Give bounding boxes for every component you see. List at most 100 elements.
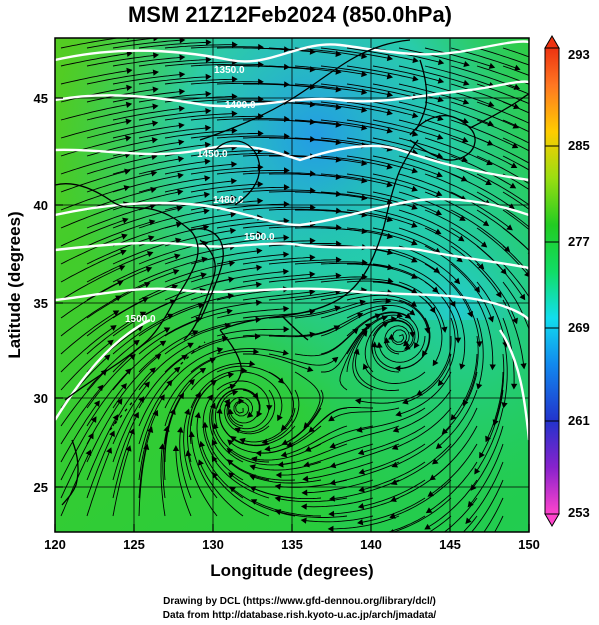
streamline-arrowhead [482, 220, 490, 227]
streamline [441, 371, 478, 435]
streamline-arrowhead [437, 96, 444, 103]
streamline-arrowhead [256, 264, 263, 271]
streamline-arrowhead [123, 185, 130, 192]
streamline-arrowhead [487, 315, 494, 323]
streamline-arrowhead [246, 411, 254, 418]
streamline [86, 105, 158, 121]
streamline-arrowhead [249, 486, 257, 492]
streamline-arrowhead [274, 483, 281, 490]
streamline [320, 314, 381, 355]
contour-label: 1500.0 [125, 314, 156, 325]
wind-streamlines [60, 38, 545, 532]
streamline [249, 475, 322, 484]
streamline-arrowhead [540, 67, 545, 72]
x-tick-label: 125 [123, 537, 145, 552]
streamline-arrowhead [212, 422, 219, 430]
streamline-arrowhead [171, 284, 179, 291]
streamline-arrowhead [154, 353, 162, 360]
streamline [502, 137, 529, 152]
streamline-arrowhead [335, 240, 342, 247]
streamline [164, 368, 206, 427]
streamline [138, 394, 165, 463]
streamline [86, 171, 157, 193]
streamline [219, 408, 270, 447]
streamline-arrowhead [309, 289, 316, 296]
streamline-arrowhead [167, 313, 174, 320]
streamline-arrowhead [386, 73, 394, 80]
streamline-arrowhead [230, 194, 237, 202]
streamline [424, 101, 494, 126]
streamline [294, 137, 367, 147]
streamline [436, 389, 478, 449]
streamline [320, 191, 393, 204]
streamline-arrowhead [356, 312, 364, 319]
streamline-arrowhead [435, 442, 443, 450]
streamline-arrowhead [205, 73, 212, 81]
y-axis-title: Latitude (degrees) [5, 211, 24, 358]
streamline [190, 63, 264, 67]
contour-label: 1450.0 [197, 149, 228, 160]
streamline [493, 353, 505, 426]
streamline [243, 65, 315, 71]
streamline-arrowhead [412, 75, 419, 82]
streamline-arrowhead [387, 277, 394, 284]
streamline [224, 399, 270, 435]
streamline [198, 460, 244, 517]
streamline [202, 394, 218, 463]
streamline [494, 515, 504, 532]
streamline [196, 412, 218, 481]
streamline-arrowhead [391, 444, 399, 450]
streamline-arrowhead [205, 124, 212, 132]
streamline-arrowhead [110, 325, 117, 331]
streamline-arrowhead [228, 276, 235, 283]
streamline [424, 155, 492, 185]
streamline-arrowhead [283, 234, 290, 241]
streamline [275, 479, 348, 488]
streamline [346, 316, 388, 373]
streamline-arrowhead [209, 357, 216, 364]
streamline-arrowhead [125, 368, 132, 375]
streamline [251, 499, 322, 517]
streamline-arrowhead [309, 254, 316, 261]
streamline [190, 81, 263, 85]
streamline-arrowhead [425, 507, 433, 514]
streamline [328, 515, 400, 530]
streamline-arrowhead [231, 389, 239, 396]
streamline-arrowhead [381, 315, 389, 322]
streamline-arrowhead [465, 517, 472, 525]
streamline-arrowhead [205, 90, 212, 98]
streamline [424, 83, 494, 107]
streamline-arrowhead [309, 204, 316, 211]
streamline-arrowhead [411, 185, 418, 192]
streamline [112, 223, 182, 247]
streamline-arrowhead [203, 208, 210, 215]
streamline-arrowhead [211, 455, 218, 463]
streamline-arrowhead [125, 445, 132, 452]
streamline-arrowhead [151, 137, 158, 144]
streamline [60, 120, 131, 139]
streamline-arrowhead [301, 489, 308, 496]
streamline [138, 76, 211, 85]
streamline [294, 83, 367, 94]
streamline-arrowhead [489, 364, 496, 371]
streamline-arrowhead [404, 312, 412, 319]
streamline [294, 300, 366, 319]
streamline-arrowhead [524, 271, 529, 278]
streamline-arrowhead [385, 297, 392, 305]
streamline [476, 47, 529, 66]
colorbar [544, 35, 560, 527]
streamline-arrowhead [210, 379, 217, 386]
streamline-arrowhead [253, 348, 260, 355]
streamline [294, 191, 367, 199]
streamline [242, 371, 283, 421]
streamline-arrowhead [204, 175, 211, 182]
streamline [268, 371, 294, 431]
streamline [476, 245, 526, 300]
streamline [60, 202, 129, 229]
streamline [424, 65, 495, 87]
streamline-arrowhead [329, 442, 336, 449]
streamline-arrowhead [206, 394, 213, 401]
streamline [138, 444, 148, 517]
streamline [485, 371, 504, 442]
streamline-arrowhead [197, 459, 204, 466]
